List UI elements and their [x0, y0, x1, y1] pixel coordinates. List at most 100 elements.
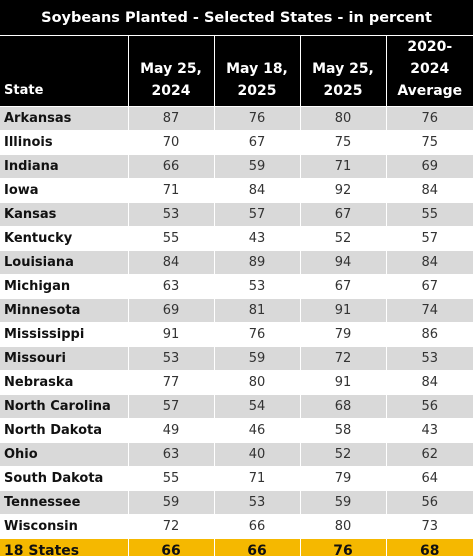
cell: 94	[299, 250, 386, 275]
cell: 57	[213, 202, 300, 227]
cell: 71	[127, 178, 214, 203]
table-row: North Dakota 49 46 58 43	[0, 418, 473, 443]
row-label: North Dakota	[0, 418, 128, 443]
cell: 56	[385, 490, 473, 515]
table-row: Iowa 71 84 92 84	[0, 178, 473, 203]
cell: 84	[127, 250, 214, 275]
table-row: Indiana 66 59 71 69	[0, 154, 473, 179]
cell: 67	[299, 202, 386, 227]
row-label: Nebraska	[0, 370, 128, 395]
table-row: Kentucky 55 43 52 57	[0, 226, 473, 251]
cell: 59	[127, 490, 214, 515]
cell: 52	[299, 226, 386, 251]
column-header: State	[0, 36, 128, 107]
cell: 67	[299, 274, 386, 299]
cell: 67	[385, 274, 473, 299]
cell: 75	[299, 130, 386, 155]
cell: 54	[213, 394, 300, 419]
cell: 52	[299, 442, 386, 467]
column-header: May 25, 2024	[127, 36, 214, 107]
cell: 91	[299, 370, 386, 395]
table-body: Arkansas 87 76 80 76 Illinois 70 67 75 75 Indiana 6…	[0, 106, 473, 556]
row-label: Mississippi	[0, 322, 128, 347]
column-header: May 25, 2025	[299, 36, 386, 107]
row-label: Ohio	[0, 442, 128, 467]
cell: 49	[127, 418, 214, 443]
cell: 70	[127, 130, 214, 155]
cell: 59	[213, 154, 300, 179]
cell: 64	[385, 466, 473, 491]
cell: 63	[127, 274, 214, 299]
cell: 55	[127, 466, 214, 491]
cell: 46	[213, 418, 300, 443]
cell: 80	[299, 514, 386, 539]
row-label: Minnesota	[0, 298, 128, 323]
cell: 55	[385, 202, 473, 227]
table-row: 18 States 66 66 76 68	[0, 538, 473, 556]
row-label: Kansas	[0, 202, 128, 227]
cell: 66	[213, 538, 300, 556]
table-row: Missouri 53 59 72 53	[0, 346, 473, 371]
cell: 92	[299, 178, 386, 203]
cell: 81	[213, 298, 300, 323]
row-label: 18 States	[0, 538, 128, 556]
cell: 69	[127, 298, 214, 323]
table-row: Arkansas 87 76 80 76	[0, 106, 473, 131]
cell: 66	[127, 538, 214, 556]
row-label: Iowa	[0, 178, 128, 203]
cell: 91	[127, 322, 214, 347]
cell: 53	[127, 202, 214, 227]
cell: 87	[127, 106, 214, 131]
cell: 53	[385, 346, 473, 371]
table-row: Nebraska 77 80 91 84	[0, 370, 473, 395]
cell: 79	[299, 466, 386, 491]
row-label: Tennessee	[0, 490, 128, 515]
table-row: Louisiana 84 89 94 84	[0, 250, 473, 275]
table-row: Minnesota 69 81 91 74	[0, 298, 473, 323]
cell: 74	[385, 298, 473, 323]
column-header: May 18, 2025	[213, 36, 300, 107]
cell: 72	[127, 514, 214, 539]
cell: 91	[299, 298, 386, 323]
title: Soybeans Planted - Selected States - in …	[0, 0, 473, 36]
cell: 57	[127, 394, 214, 419]
cell: 84	[385, 250, 473, 275]
cell: 43	[213, 226, 300, 251]
cell: 53	[127, 346, 214, 371]
table-row: Tennessee 59 53 59 56	[0, 490, 473, 515]
row-label: South Dakota	[0, 466, 128, 491]
cell: 75	[385, 130, 473, 155]
cell: 56	[385, 394, 473, 419]
cell: 66	[127, 154, 214, 179]
row-label: Louisiana	[0, 250, 128, 275]
cell: 57	[385, 226, 473, 251]
cell: 84	[385, 370, 473, 395]
cell: 77	[127, 370, 214, 395]
cell: 68	[385, 538, 473, 556]
cell: 84	[213, 178, 300, 203]
cell: 79	[299, 322, 386, 347]
cell: 69	[385, 154, 473, 179]
cell: 76	[385, 106, 473, 131]
data-table: State May 25, 2024 May 18, 2025 May 25, 202…	[0, 36, 473, 556]
table-row: Illinois 70 67 75 75	[0, 130, 473, 155]
cell: 66	[213, 514, 300, 539]
table-row: Mississippi 91 76 79 86	[0, 322, 473, 347]
cell: 62	[385, 442, 473, 467]
cell: 76	[213, 322, 300, 347]
cell: 55	[127, 226, 214, 251]
cell: 71	[213, 466, 300, 491]
cell: 58	[299, 418, 386, 443]
header-row: State May 25, 2024 May 18, 2025 May 25, 202…	[0, 36, 473, 107]
cell: 68	[299, 394, 386, 419]
cell: 76	[213, 106, 300, 131]
cell: 53	[213, 274, 300, 299]
cell: 43	[385, 418, 473, 443]
cell: 72	[299, 346, 386, 371]
table-row: North Carolina 57 54 68 56	[0, 394, 473, 419]
row-label: Indiana	[0, 154, 128, 179]
cell: 73	[385, 514, 473, 539]
row-label: Michigan	[0, 274, 128, 299]
cell: 59	[213, 346, 300, 371]
